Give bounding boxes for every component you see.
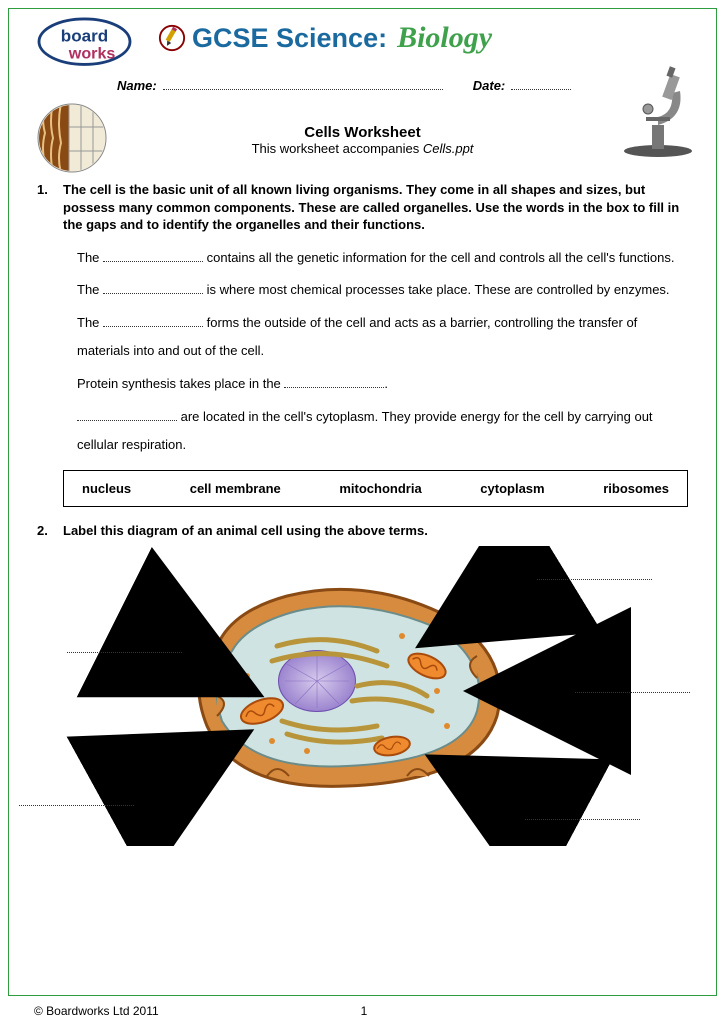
cell-diagram bbox=[47, 546, 678, 846]
q1-num: 1. bbox=[37, 181, 55, 234]
name-label: Name: bbox=[117, 78, 157, 93]
logo-top-text: board bbox=[61, 27, 108, 46]
date-label: Date: bbox=[473, 78, 506, 93]
gap-2[interactable] bbox=[103, 283, 203, 295]
wb-4: ribosomes bbox=[603, 481, 669, 496]
name-field[interactable] bbox=[163, 78, 443, 90]
gap-4[interactable] bbox=[284, 376, 384, 388]
worksheet-title: Cells Worksheet bbox=[121, 124, 604, 141]
s4a: Protein synthesis takes place in the bbox=[77, 376, 284, 391]
cell-membrane-icon bbox=[37, 103, 107, 173]
q1-fill-body: The contains all the genetic information… bbox=[77, 244, 688, 460]
s3a: The bbox=[77, 315, 103, 330]
s2b: is where most chemical processes take pl… bbox=[203, 282, 670, 297]
logo-bottom-text: works bbox=[68, 45, 116, 63]
q1-prompt: The cell is the basic unit of all known … bbox=[63, 181, 688, 234]
wb-2: mitochondria bbox=[339, 481, 421, 496]
q2-prompt: Label this diagram of an animal cell usi… bbox=[63, 523, 428, 538]
microscope-icon bbox=[618, 63, 698, 158]
wb-1: cell membrane bbox=[190, 481, 281, 496]
gap-1[interactable] bbox=[103, 250, 203, 262]
label-line-5[interactable] bbox=[19, 794, 134, 806]
s1a: The bbox=[77, 250, 103, 265]
q2-num: 2. bbox=[37, 523, 55, 538]
name-date-row: Name: Date: bbox=[117, 78, 688, 93]
subtitle-ref: Cells.ppt bbox=[423, 141, 474, 156]
footer: © Boardworks Ltd 2011 1 bbox=[34, 1004, 694, 1018]
pencil-icon bbox=[158, 24, 186, 52]
wb-3: cytoplasm bbox=[480, 481, 544, 496]
date-field[interactable] bbox=[511, 78, 571, 90]
header-row: board works GCSE Science: Biology bbox=[37, 17, 688, 72]
page-number: 1 bbox=[361, 1004, 368, 1018]
label-line-4[interactable] bbox=[67, 641, 182, 653]
wb-0: nucleus bbox=[82, 481, 131, 496]
label-line-2[interactable] bbox=[575, 681, 690, 693]
copyright: © Boardworks Ltd 2011 bbox=[34, 1004, 159, 1018]
worksheet-subtitle: This worksheet accompanies Cells.ppt bbox=[121, 141, 604, 156]
boardworks-logo: board works bbox=[37, 17, 132, 72]
gap-5[interactable] bbox=[77, 409, 177, 421]
word-box: nucleus cell membrane mitochondria cytop… bbox=[63, 470, 688, 507]
s2a: The bbox=[77, 282, 103, 297]
question-1: 1. The cell is the basic unit of all kno… bbox=[37, 181, 688, 234]
worksheet-title-zone: Cells Worksheet This worksheet accompani… bbox=[37, 103, 688, 173]
question-2: 2. Label this diagram of an animal cell … bbox=[37, 523, 688, 538]
label-line-1[interactable] bbox=[537, 568, 652, 580]
s4b: . bbox=[384, 376, 388, 391]
label-line-3[interactable] bbox=[525, 808, 640, 820]
s1b: contains all the genetic information for… bbox=[203, 250, 674, 265]
subtitle-pre: This worksheet accompanies bbox=[252, 141, 423, 156]
title-block: GCSE Science: Biology bbox=[138, 17, 688, 55]
subject-label: Biology bbox=[397, 21, 492, 55]
gcse-science-label: GCSE Science: bbox=[192, 23, 387, 54]
gap-3[interactable] bbox=[103, 315, 203, 327]
animal-cell-svg bbox=[177, 576, 517, 806]
